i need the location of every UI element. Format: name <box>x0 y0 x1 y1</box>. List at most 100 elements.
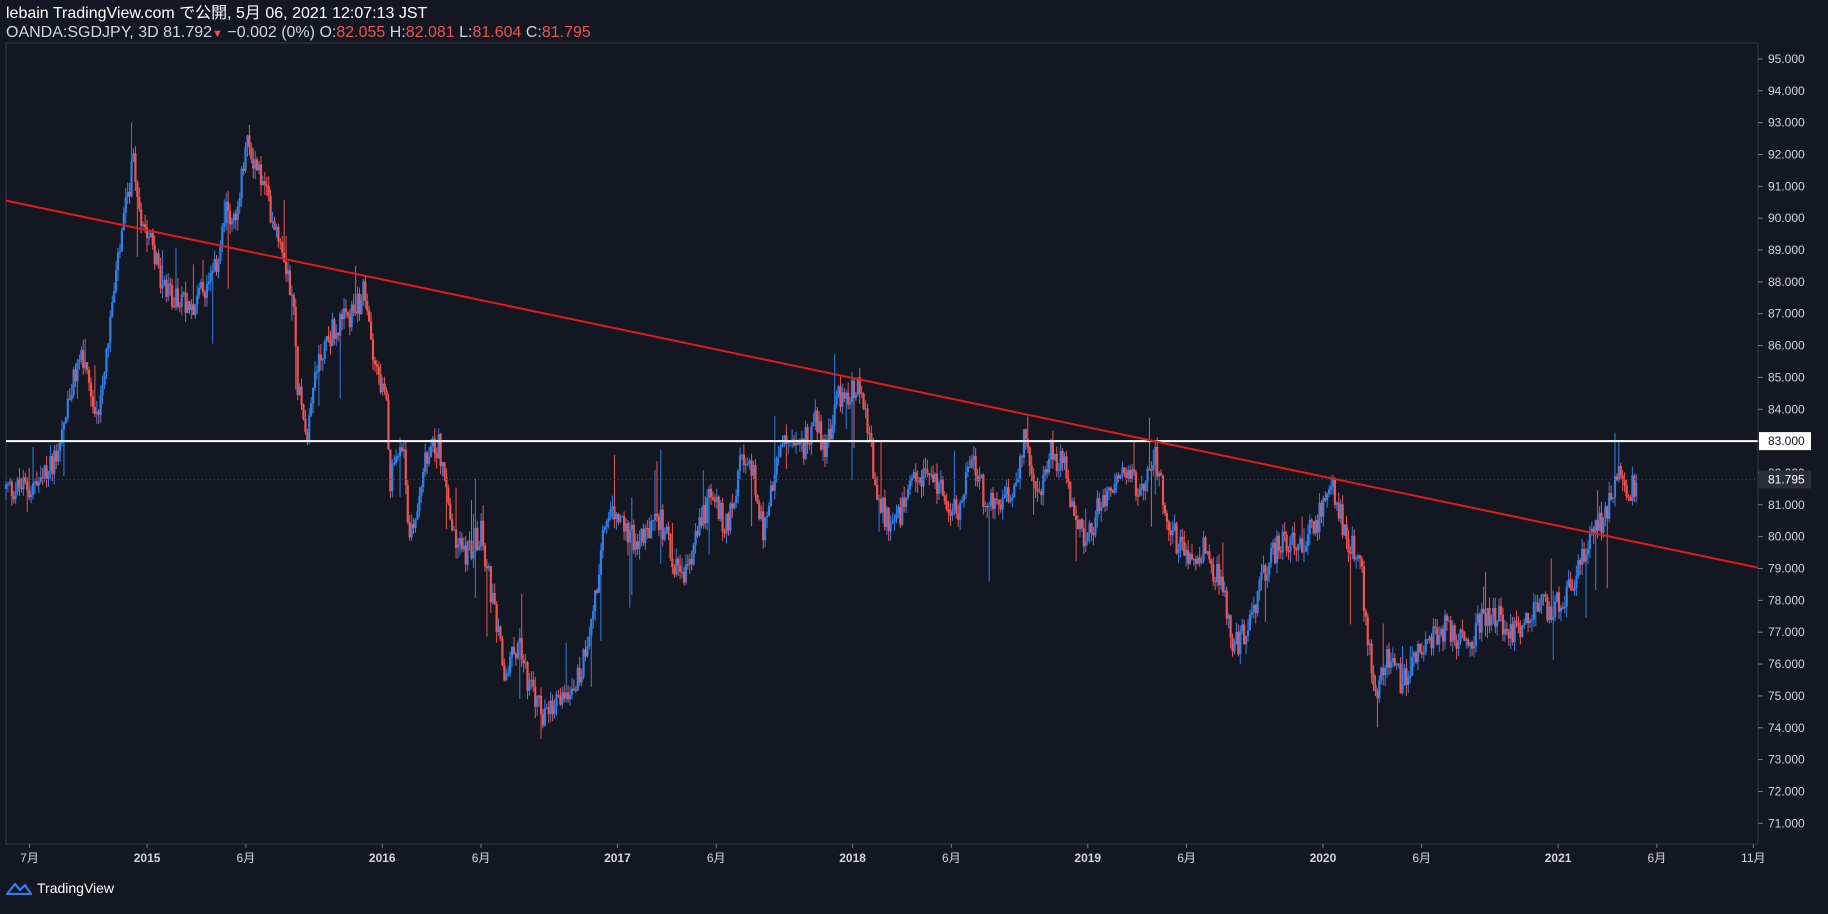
candle-body <box>543 708 547 726</box>
candle-body <box>804 427 807 459</box>
candle-body <box>1525 613 1528 623</box>
candle-body <box>1281 531 1284 553</box>
candle-body <box>1554 601 1557 618</box>
candle-body <box>671 558 674 568</box>
candle-body <box>592 611 595 619</box>
candle-body <box>1443 615 1447 642</box>
candle-body <box>93 407 96 414</box>
candle-body <box>41 477 44 479</box>
candle-body <box>908 480 912 490</box>
candle-body <box>1633 475 1636 497</box>
candle-body <box>1440 628 1443 635</box>
candle-body <box>553 706 556 715</box>
candle-body <box>58 442 62 451</box>
candle-body <box>433 438 436 454</box>
candle-body <box>988 505 991 508</box>
candle-body <box>1123 467 1126 473</box>
candle-body <box>1314 519 1317 534</box>
candle-body <box>829 428 832 440</box>
candle-body <box>1550 606 1553 620</box>
candle-body <box>368 310 371 322</box>
candle-body <box>539 695 543 715</box>
candle-body <box>379 374 382 393</box>
candle-body <box>244 147 247 171</box>
candle-body <box>424 452 427 472</box>
candle-body <box>852 380 856 398</box>
candle-body <box>943 495 946 502</box>
candle-body <box>134 153 137 183</box>
candle-body <box>1376 690 1379 699</box>
candle-body <box>1571 588 1574 591</box>
candle-body <box>1248 614 1252 631</box>
price-tick-label: 88.000 <box>1768 275 1805 289</box>
candle-body <box>221 226 224 245</box>
candle-body <box>416 511 419 520</box>
candle-body <box>1497 606 1501 622</box>
candle-body <box>1428 636 1431 641</box>
candle-body <box>1411 656 1414 676</box>
candle-body <box>779 446 782 457</box>
candle-body <box>1287 551 1290 553</box>
candle-body <box>740 454 744 456</box>
candle-body <box>217 261 220 272</box>
candle-body <box>1517 622 1520 627</box>
candle-body <box>1161 475 1165 505</box>
candle-body <box>1430 636 1433 649</box>
candle-body <box>111 302 114 317</box>
candle-body <box>1465 639 1468 641</box>
candle-body <box>1384 667 1387 676</box>
candle-body <box>238 198 241 207</box>
candle-body <box>431 438 434 447</box>
footer-brand[interactable]: TradingView <box>6 880 114 896</box>
candle-body <box>505 674 508 681</box>
symbol-label: OANDA:SGDJPY, 3D <box>6 24 159 41</box>
candle-body <box>798 440 801 445</box>
candle-body <box>1275 535 1279 564</box>
candle-body <box>953 499 956 510</box>
price-tick-label: 78.000 <box>1768 593 1805 607</box>
candle-body <box>1459 629 1462 643</box>
candle-body <box>1613 476 1617 498</box>
trend-line[interactable] <box>5 199 1759 569</box>
candle-body <box>107 343 110 349</box>
candle-body <box>443 462 446 477</box>
candle-body <box>114 270 118 292</box>
candle-body <box>1496 621 1499 627</box>
candle-body <box>1403 668 1406 684</box>
candle-body <box>754 465 757 496</box>
tradingview-logo-icon <box>6 882 32 895</box>
candle-body <box>704 504 707 524</box>
candle-body <box>1445 615 1449 621</box>
candle-body <box>1434 626 1437 628</box>
candle-body <box>1523 622 1526 626</box>
candle-body <box>818 421 821 433</box>
candle-body <box>254 159 257 169</box>
candle-body <box>8 481 11 484</box>
candle-body <box>391 464 394 492</box>
candle-body <box>970 459 973 467</box>
candle-body <box>1308 520 1311 535</box>
candle-body <box>445 476 448 488</box>
candle-body <box>1565 586 1568 607</box>
candle-body <box>955 499 958 514</box>
plot-area <box>5 42 1759 845</box>
candle-body <box>1146 468 1149 482</box>
price-tick-label: 91.000 <box>1768 179 1805 193</box>
candle-body <box>895 513 898 520</box>
candle-body <box>648 528 651 539</box>
candle-body <box>991 492 995 509</box>
price-tick-label: 79.000 <box>1768 562 1805 576</box>
candle-body <box>959 502 962 520</box>
candle-body <box>599 550 603 575</box>
candle-body <box>1140 483 1143 489</box>
candle-body <box>196 295 199 305</box>
candle-body <box>723 531 726 534</box>
candle-body <box>1567 579 1570 587</box>
candle-body <box>1080 519 1083 529</box>
candle-body <box>14 491 17 500</box>
candle-body <box>199 282 203 288</box>
candle-body <box>509 656 512 674</box>
candle-body <box>286 270 290 275</box>
candle-body <box>1575 576 1578 588</box>
